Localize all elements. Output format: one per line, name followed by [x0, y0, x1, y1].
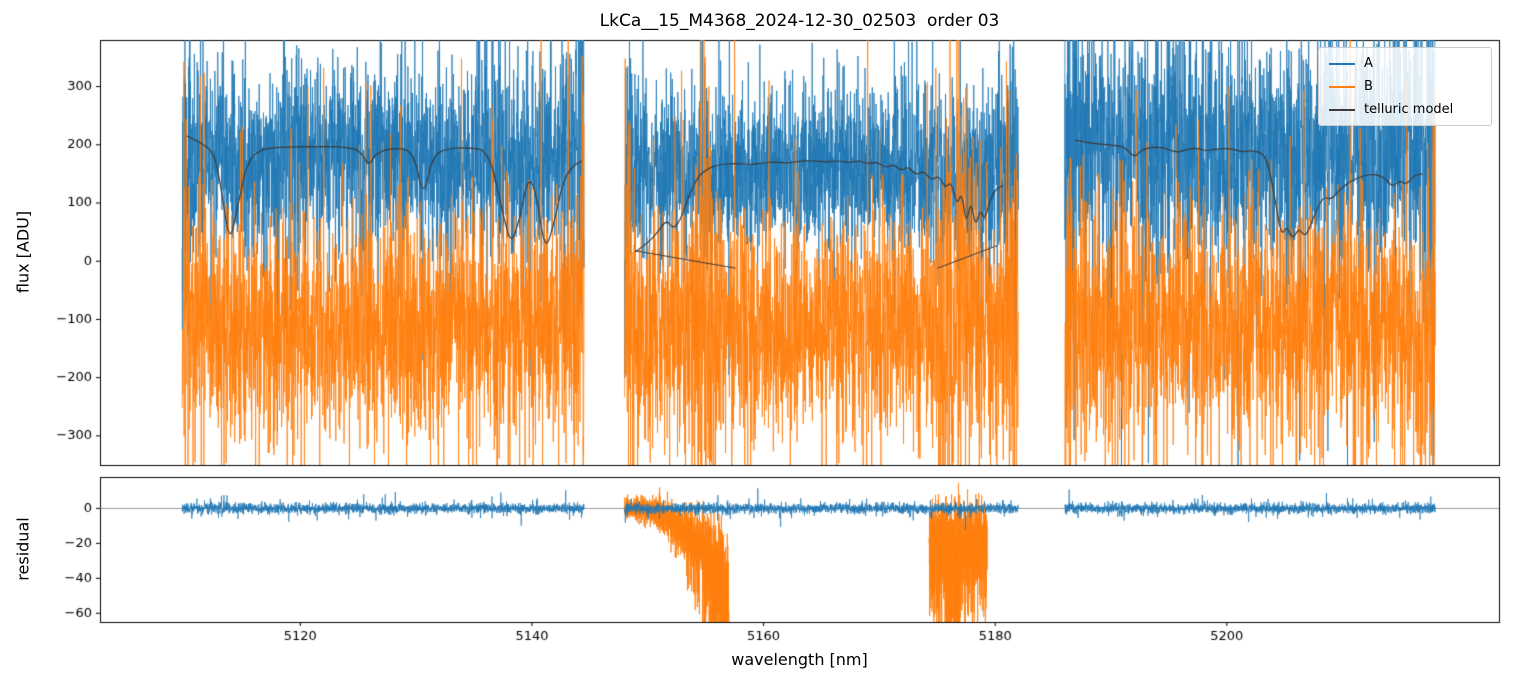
legend-label-b: B: [1364, 79, 1373, 94]
legend-item-b: B: [1329, 79, 1481, 94]
legend-line-b-swatch: [1329, 85, 1355, 88]
legend-item-a: A: [1329, 56, 1481, 71]
x-axis-label: wavelength [nm]: [731, 650, 868, 669]
legend-line-telluric-swatch: [1329, 108, 1355, 111]
chart-title: LkCa__15_M4368_2024-12-30_02503 order 03: [599, 11, 1000, 31]
legend: A B telluric model: [1318, 47, 1492, 126]
residual-y-axis-label: residual: [13, 517, 33, 581]
legend-label-telluric-model: telluric model: [1364, 102, 1454, 117]
legend-line-a-swatch: [1329, 62, 1355, 65]
legend-label-a: A: [1364, 56, 1373, 71]
legend-item-telluric-model: telluric model: [1329, 102, 1481, 117]
main-y-axis-label: flux [ADU]: [13, 210, 33, 294]
